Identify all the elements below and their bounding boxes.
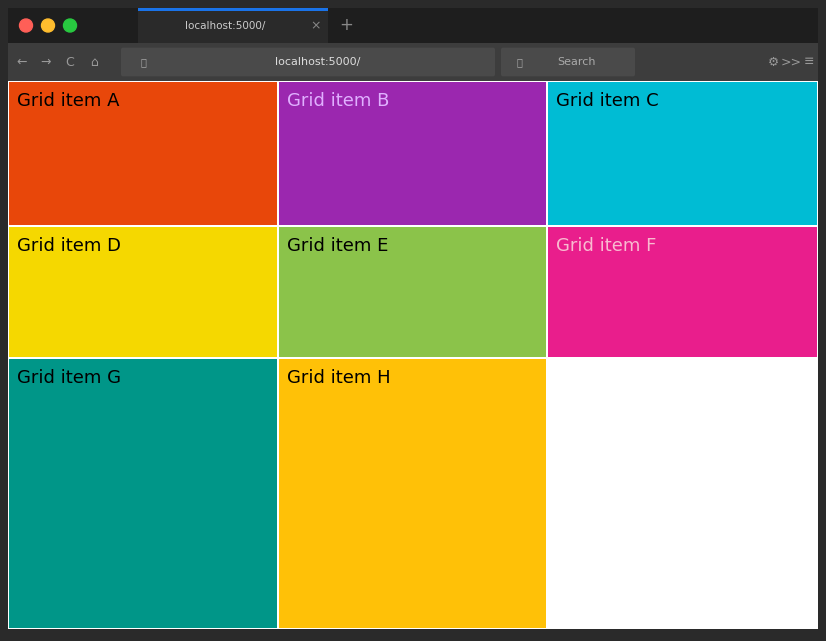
Bar — [8, 43, 818, 81]
Text: 🔍: 🔍 — [141, 57, 147, 67]
Text: Grid item G: Grid item G — [17, 369, 121, 387]
Bar — [548, 227, 817, 357]
FancyBboxPatch shape — [121, 47, 495, 76]
Text: →: → — [40, 56, 51, 69]
Text: ⚙: ⚙ — [767, 56, 779, 69]
Circle shape — [20, 19, 32, 32]
Text: Grid item A: Grid item A — [17, 92, 120, 110]
Text: localhost:5000/: localhost:5000/ — [185, 21, 265, 31]
Bar — [9, 227, 277, 357]
Text: localhost:5000/: localhost:5000/ — [275, 57, 361, 67]
Text: Grid item D: Grid item D — [17, 237, 121, 255]
Bar — [8, 8, 818, 43]
Bar — [9, 82, 277, 225]
Bar — [278, 227, 547, 357]
Text: C: C — [65, 56, 74, 69]
FancyBboxPatch shape — [501, 47, 635, 76]
Text: ≡: ≡ — [804, 56, 814, 69]
Bar — [138, 8, 328, 43]
Text: Search: Search — [557, 57, 596, 67]
Circle shape — [64, 19, 77, 32]
Circle shape — [41, 19, 55, 32]
Text: Grid item B: Grid item B — [287, 92, 389, 110]
Bar — [138, 8, 328, 11]
Text: ⌂: ⌂ — [90, 56, 98, 69]
Text: Grid item C: Grid item C — [557, 92, 659, 110]
Bar — [278, 82, 547, 225]
Bar — [548, 82, 817, 225]
Text: >>: >> — [781, 56, 801, 69]
Text: 🔍: 🔍 — [517, 57, 523, 67]
Text: Grid item H: Grid item H — [287, 369, 391, 387]
Bar — [8, 81, 818, 629]
Bar — [9, 359, 277, 628]
Text: Grid item F: Grid item F — [557, 237, 657, 255]
Text: Grid item E: Grid item E — [287, 237, 388, 255]
Bar — [278, 359, 547, 628]
Text: ←: ← — [17, 56, 27, 69]
Text: ×: × — [311, 19, 321, 32]
Text: +: + — [339, 17, 353, 35]
